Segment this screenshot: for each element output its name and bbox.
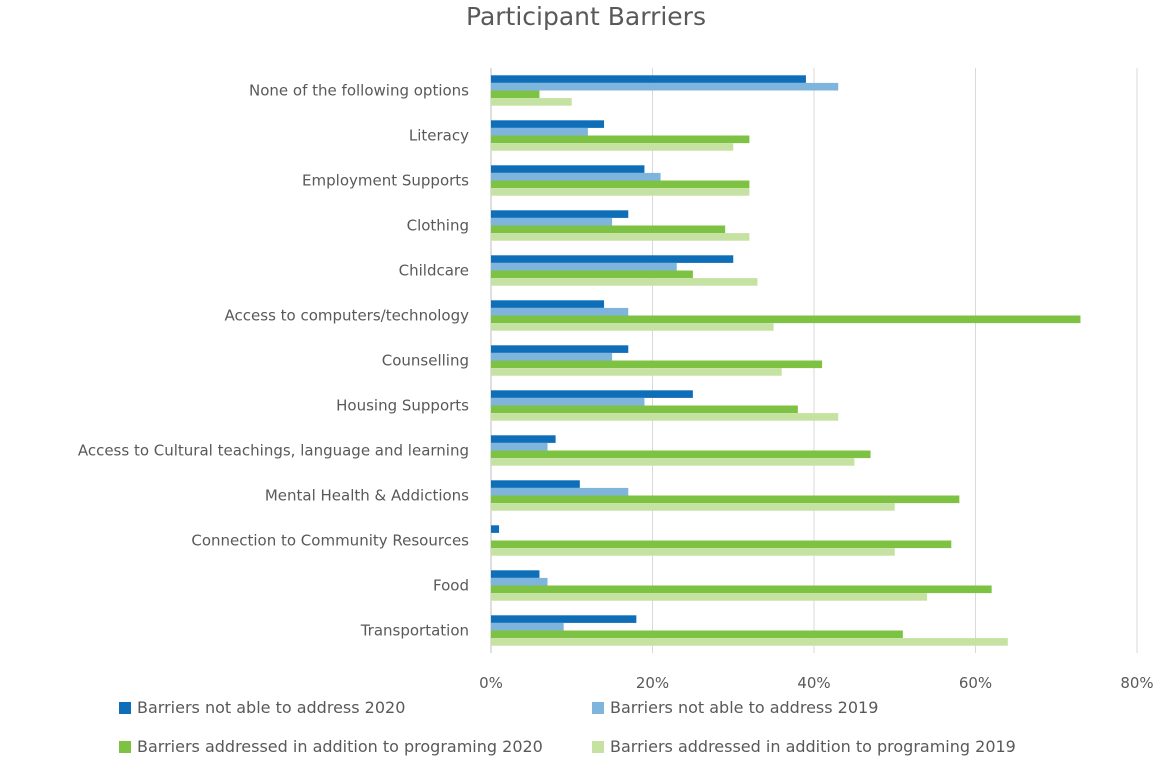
category-label: Clothing	[407, 217, 469, 235]
bar	[491, 210, 629, 218]
bar	[491, 188, 750, 196]
bar	[491, 615, 637, 623]
bar	[491, 180, 750, 189]
bar	[491, 127, 588, 136]
bar	[491, 217, 613, 226]
category-label: Access to Cultural teachings, language a…	[78, 442, 469, 460]
bar	[491, 630, 903, 639]
bar	[491, 458, 855, 466]
bar	[491, 548, 895, 556]
bar	[491, 495, 960, 504]
bar	[491, 120, 605, 128]
bar	[491, 98, 572, 106]
bar	[491, 225, 726, 234]
bar	[491, 368, 782, 376]
bar	[491, 480, 580, 488]
category-label: Childcare	[399, 262, 469, 280]
bar	[491, 352, 613, 361]
bar	[491, 450, 871, 459]
bar	[491, 300, 605, 308]
bar	[491, 593, 928, 601]
bar	[491, 172, 661, 181]
bar	[491, 638, 1008, 646]
category-label: Employment Supports	[302, 172, 469, 190]
bar	[491, 75, 806, 83]
bar	[491, 525, 500, 533]
category-label: None of the following options	[249, 82, 469, 100]
bar	[491, 622, 564, 631]
bar	[491, 360, 823, 369]
bar	[491, 413, 839, 421]
bar	[491, 233, 750, 241]
bar	[491, 405, 798, 414]
x-tick-label: 20%	[636, 674, 669, 692]
x-tick-label: 0%	[479, 674, 503, 692]
bar	[491, 503, 895, 511]
category-label: Literacy	[409, 127, 469, 145]
bar	[491, 487, 629, 496]
bar	[491, 278, 758, 286]
x-tick-labels: 0% 20% 40% 60% 80%	[479, 674, 1154, 692]
bar	[491, 255, 734, 263]
bar	[491, 540, 952, 549]
bar	[491, 165, 645, 173]
bar	[491, 270, 693, 279]
bar	[491, 90, 540, 99]
bar	[491, 390, 693, 398]
bar	[491, 307, 629, 316]
bar	[491, 135, 750, 144]
bar	[491, 345, 629, 353]
x-tick-label: 60%	[959, 674, 992, 692]
category-label: Mental Health & Addictions	[265, 487, 469, 505]
chart-title: Participant Barriers	[466, 2, 706, 31]
bars	[491, 75, 1081, 646]
bar	[491, 435, 556, 443]
category-label: Counselling	[382, 352, 469, 370]
bar	[491, 315, 1081, 324]
category-labels: None of the following options Literacy Emp…	[78, 82, 469, 640]
bar	[491, 82, 839, 91]
bar	[491, 442, 548, 451]
bar	[491, 262, 677, 271]
bar	[491, 397, 645, 406]
x-tick-label: 80%	[1120, 674, 1153, 692]
x-tick-label: 40%	[797, 674, 830, 692]
bar	[491, 323, 774, 331]
category-label: Food	[433, 577, 469, 595]
bar	[491, 577, 548, 586]
category-label: Housing Supports	[336, 397, 469, 415]
category-label: Access to computers/technology	[225, 307, 470, 325]
bar	[491, 570, 540, 578]
category-label: Transportation	[360, 622, 469, 640]
bar	[491, 585, 992, 594]
category-label: Connection to Community Resources	[191, 532, 469, 550]
bar	[491, 143, 734, 151]
